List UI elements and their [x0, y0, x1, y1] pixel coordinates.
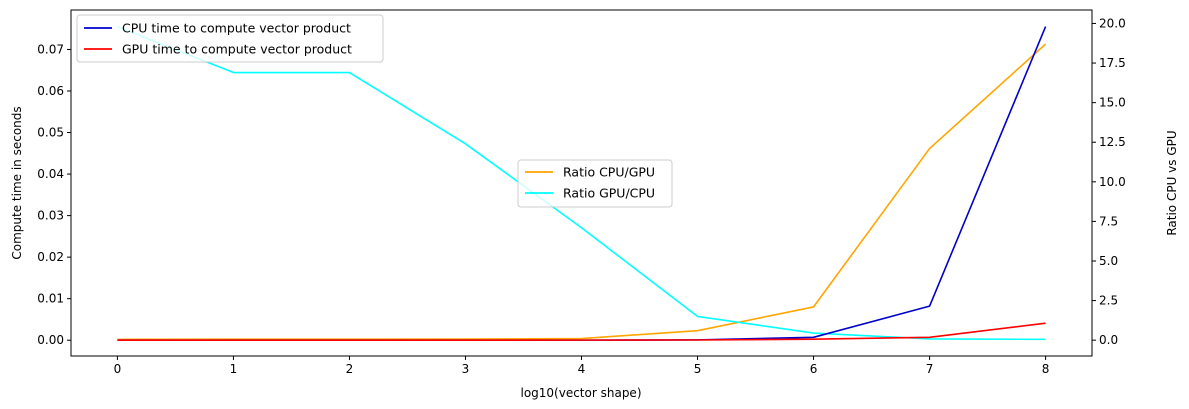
right-y-tick-label: 15.0 — [1099, 96, 1126, 110]
x-tick-label: 6 — [810, 362, 818, 376]
legend-left-label-gpu: GPU time to compute vector product — [122, 42, 352, 57]
x-tick-label: 3 — [462, 362, 470, 376]
legend-right: Ratio CPU/GPU Ratio GPU/CPU — [517, 159, 673, 208]
right-y-tick-label: 10.0 — [1099, 175, 1126, 189]
left-y-tick-label: 0.04 — [37, 167, 64, 181]
right-y-axis-label: Ratio CPU vs GPU — [1165, 130, 1179, 235]
x-axis-label: log10(vector shape) — [520, 386, 641, 400]
x-tick-label: 7 — [926, 362, 934, 376]
x-tick-label: 4 — [578, 362, 586, 376]
left-y-tick-label: 0.07 — [37, 42, 64, 56]
legend-left: CPU time to compute vector product GPU t… — [76, 14, 384, 63]
legend-left-frame — [76, 14, 384, 63]
left-y-tick-label: 0.02 — [37, 250, 64, 264]
series-lines — [117, 25, 1047, 341]
x-tick-label: 8 — [1042, 362, 1050, 376]
right-y-tick-label: 12.5 — [1099, 135, 1126, 149]
left-y-tick-label: 0.03 — [37, 209, 64, 223]
x-tick-label: 5 — [694, 362, 702, 376]
x-tick-label: 2 — [346, 362, 354, 376]
right-y-tick-label: 7.5 — [1099, 214, 1118, 228]
legend-right-label-gpu-cpu: Ratio GPU/CPU — [563, 186, 655, 201]
left-y-axis-label: Compute time in seconds — [10, 106, 24, 259]
right-y-tick-label: 2.5 — [1099, 294, 1118, 308]
x-tick-label: 1 — [230, 362, 238, 376]
right-y-tick-label: 17.5 — [1099, 56, 1126, 70]
right-y-tick-label: 5.0 — [1099, 254, 1118, 268]
time-series-line-1 — [117, 322, 1046, 341]
ratio-series-line-0 — [117, 43, 1047, 341]
left-y-tick-label: 0.05 — [37, 126, 64, 140]
x-axis-ticks: 0 1 2 3 4 5 6 7 8 — [114, 356, 1050, 376]
left-y-tick-label: 0.00 — [37, 333, 64, 347]
x-tick-label: 0 — [114, 362, 122, 376]
right-y-tick-label: 0.0 — [1099, 333, 1118, 347]
left-y-tick-label: 0.06 — [37, 84, 64, 98]
legend-left-label-cpu: CPU time to compute vector product — [122, 21, 351, 36]
right-y-tick-label: 20.0 — [1099, 16, 1126, 30]
left-y-tick-label: 0.01 — [37, 292, 64, 306]
right-axis-ticks: 0.0 2.5 5.0 7.5 10.0 12.5 15.0 17.5 20.0 — [1092, 16, 1126, 347]
legend-right-frame — [517, 159, 673, 208]
legend-right-label-cpu-gpu: Ratio CPU/GPU — [563, 165, 655, 180]
ratio-series-line-1 — [117, 25, 1046, 341]
left-axis-ticks: 0.00 0.01 0.02 0.03 0.04 0.05 0.06 0.07 — [37, 42, 71, 347]
